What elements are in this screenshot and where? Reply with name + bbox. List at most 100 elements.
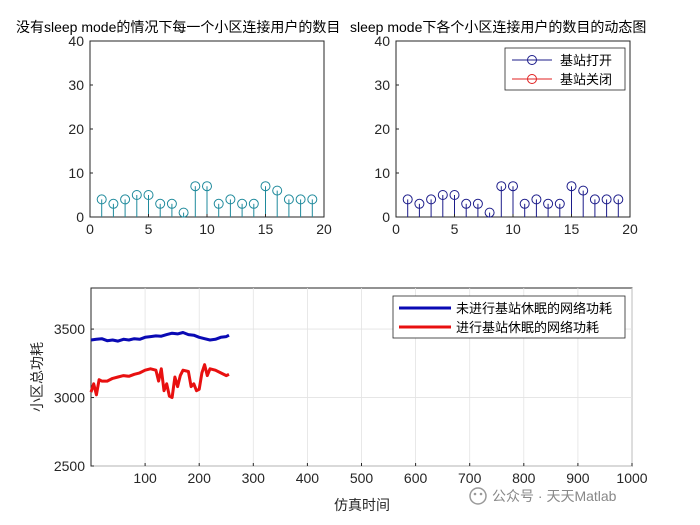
legend-marker-off (527, 74, 537, 84)
stem-marker (120, 194, 131, 205)
stem-marker (461, 198, 472, 209)
y-tick-labels: 2500 3000 3500 (54, 321, 94, 474)
y-axis-label: 小区总功耗 (29, 342, 45, 412)
y-tick-label: 10 (374, 165, 390, 181)
stem-marker (272, 185, 283, 196)
stem-marker (519, 198, 530, 209)
stem-marker (543, 198, 554, 209)
subplot-users-sleep: 0 5 10 15 20 0 10 20 30 40 基站打开 基站关闭 (374, 33, 638, 237)
y-tick-label: 3000 (54, 390, 85, 406)
stem-marker (472, 198, 483, 209)
x-tick-label: 900 (566, 470, 590, 486)
stem-marker (155, 198, 166, 209)
x-tick-label: 400 (296, 470, 320, 486)
stem-series (402, 181, 624, 218)
chart-title-2: sleep mode下各个小区连接用户的数目的动态图 (350, 19, 646, 35)
legend-label-sleep: 进行基站休眠的网络功耗 (456, 320, 599, 336)
x-tick-label: 1000 (616, 470, 647, 486)
y-tick-label: 30 (68, 77, 84, 93)
y-tick-label: 40 (68, 33, 84, 49)
y-tick-label: 0 (76, 209, 84, 225)
stem-marker (260, 181, 271, 192)
stem-marker (213, 198, 224, 209)
watermark-text: 公众号 · 天天Matlab (492, 488, 617, 504)
stem-marker (613, 194, 624, 205)
x-tick-label: 15 (564, 221, 580, 237)
stem-marker (484, 207, 495, 218)
stem-marker (437, 190, 448, 200)
stem-marker (414, 198, 425, 209)
y-tick-labels: 0 10 20 30 40 (374, 33, 399, 225)
stem-marker (178, 207, 189, 218)
stem-marker (202, 181, 212, 192)
legend-marker-on (527, 55, 537, 65)
series-line (89, 363, 230, 399)
legend-label-no-sleep: 未进行基站休眠的网络功耗 (456, 301, 612, 317)
x-tick-label: 20 (622, 221, 638, 237)
stem-marker (554, 198, 565, 209)
stem-marker (426, 194, 437, 205)
x-tick-label: 5 (145, 221, 153, 237)
stem-marker (108, 198, 119, 209)
stem-marker (283, 194, 294, 205)
y-tick-label: 10 (68, 165, 84, 181)
watermark: 公众号 · 天天Matlab (469, 487, 617, 505)
stem-marker (531, 194, 542, 205)
x-tick-label: 100 (133, 470, 157, 486)
x-axis-label: 仿真时间 (334, 497, 390, 513)
stem-marker (578, 185, 589, 196)
y-tick-label: 30 (374, 77, 390, 93)
legend: 未进行基站休眠的网络功耗 进行基站休眠的网络功耗 (392, 295, 626, 339)
stem-marker (566, 181, 577, 192)
wechat-icon-dot (473, 492, 477, 496)
x-tick-labels: 100 200 300 400 500 600 700 800 900 1000 (133, 463, 648, 486)
stem-marker (295, 194, 306, 205)
x-tick-label: 700 (458, 470, 482, 486)
x-tick-labels: 0 5 10 15 20 (392, 214, 638, 237)
x-tick-label: 200 (188, 470, 212, 486)
stem-marker (449, 190, 460, 200)
y-tick-labels: 0 10 20 30 40 (68, 33, 93, 225)
legend-box (392, 295, 626, 339)
line-series (89, 331, 230, 399)
stem-marker (131, 190, 142, 200)
chart-title-1: 没有sleep mode的情况下每一个小区连接用户的数目 (16, 19, 340, 35)
wechat-icon-dot (479, 492, 483, 496)
x-tick-label: 0 (392, 221, 400, 237)
stem-marker (589, 194, 600, 205)
stem-marker (190, 181, 201, 192)
legend-label-on: 基站打开 (560, 54, 612, 69)
x-tick-label: 10 (199, 221, 215, 237)
stem-marker (237, 198, 248, 209)
stem-marker (508, 181, 518, 192)
x-tick-labels: 0 5 10 15 20 (86, 214, 332, 237)
subplot-power-consumption: 100 200 300 400 500 600 700 800 900 1000 2500 3000… (29, 287, 648, 513)
stem-marker (166, 198, 177, 209)
x-tick-label: 0 (86, 221, 94, 237)
x-tick-label: 300 (242, 470, 266, 486)
legend: 基站打开 基站关闭 (504, 47, 626, 91)
y-tick-label: 20 (68, 121, 84, 137)
x-tick-label: 5 (451, 221, 459, 237)
x-tick-label: 800 (512, 470, 536, 486)
stem-marker (601, 194, 612, 205)
stem-marker (96, 194, 107, 205)
stem-marker (225, 194, 236, 205)
x-tick-label: 15 (258, 221, 274, 237)
y-tick-label: 0 (382, 209, 390, 225)
y-tick-label: 40 (374, 33, 390, 49)
y-tick-label: 20 (374, 121, 390, 137)
stem-marker (496, 181, 507, 192)
wechat-icon (469, 487, 487, 505)
x-tick-label: 600 (404, 470, 428, 486)
legend-label-off: 基站关闭 (560, 73, 612, 88)
stem-marker (402, 194, 413, 205)
x-tick-label: 10 (505, 221, 521, 237)
series-line (90, 331, 230, 343)
y-tick-label: 2500 (54, 458, 85, 474)
legend-box (504, 47, 626, 91)
stem-marker (143, 190, 154, 200)
x-tick-label: 20 (316, 221, 332, 237)
x-tick-label: 500 (350, 470, 374, 486)
